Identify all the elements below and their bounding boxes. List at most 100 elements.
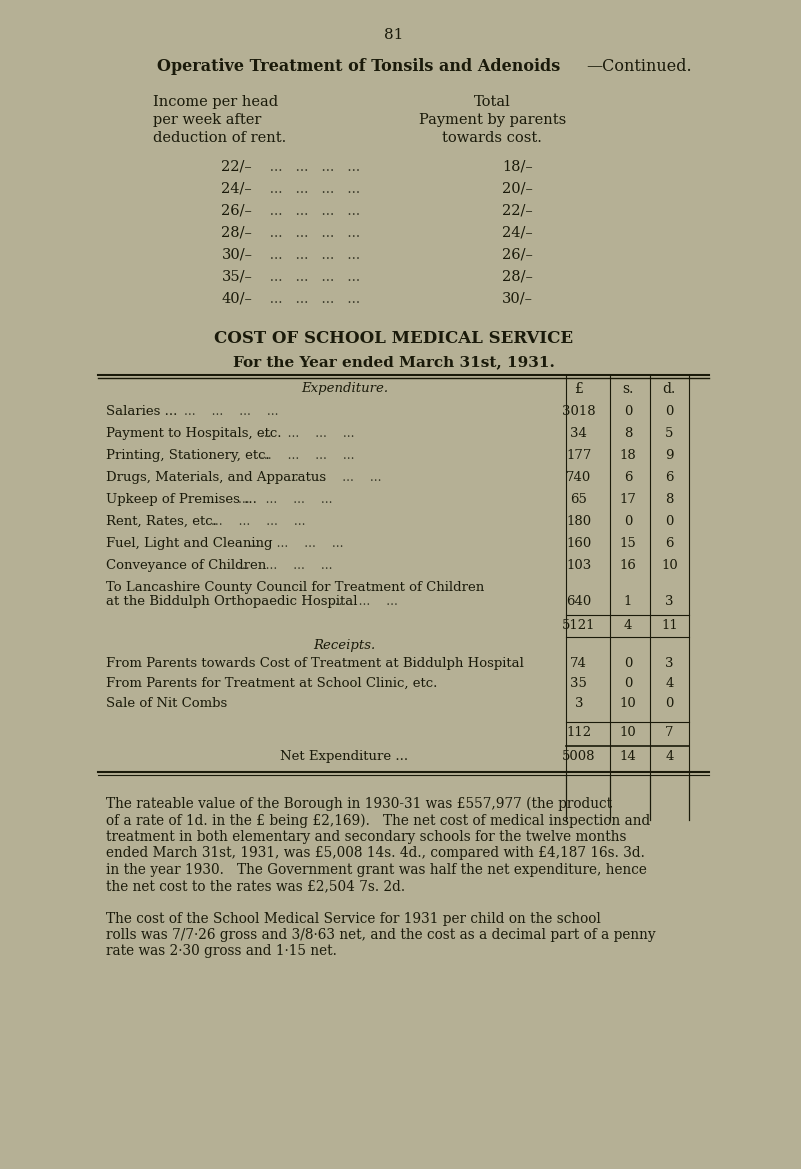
- Text: Receipts.: Receipts.: [313, 639, 376, 652]
- Text: ...    ...    ...    ...: ... ... ... ...: [279, 471, 381, 484]
- Text: 112: 112: [566, 726, 591, 739]
- Text: 40/–: 40/–: [221, 292, 252, 306]
- Text: 4: 4: [665, 677, 674, 690]
- Text: The rateable value of the Borough in 1930-31 was £557,977 (the product
of a rate: The rateable value of the Borough in 193…: [107, 797, 650, 893]
- Text: 0: 0: [624, 677, 632, 690]
- Text: 22/–: 22/–: [221, 160, 252, 174]
- Text: at the Biddulph Orthopaedic Hospital: at the Biddulph Orthopaedic Hospital: [107, 595, 358, 608]
- Text: ...   ...   ...   ...: ... ... ... ...: [261, 248, 360, 262]
- Text: 5: 5: [665, 427, 674, 440]
- Text: 3: 3: [574, 697, 583, 710]
- Text: ...    ...    ...    ...: ... ... ... ...: [252, 449, 355, 462]
- Text: ...   ...   ...   ...: ... ... ... ...: [261, 270, 360, 284]
- Text: s.: s.: [622, 382, 634, 396]
- Text: ...   ...   ...   ...: ... ... ... ...: [261, 226, 360, 240]
- Text: deduction of rent.: deduction of rent.: [152, 131, 286, 145]
- Text: 9: 9: [665, 449, 674, 462]
- Text: 1: 1: [624, 595, 632, 608]
- Text: ...   ...   ...   ...: ... ... ... ...: [261, 292, 360, 306]
- Text: 740: 740: [566, 471, 591, 484]
- Text: 18: 18: [620, 449, 636, 462]
- Text: Operative Treatment of Tonsils and Adenoids: Operative Treatment of Tonsils and Adeno…: [158, 58, 561, 75]
- Text: 0: 0: [624, 516, 632, 528]
- Text: ...    ...    ...    ...: ... ... ... ...: [231, 559, 333, 572]
- Text: 6: 6: [665, 537, 674, 549]
- Text: 640: 640: [566, 595, 591, 608]
- Text: Income per head: Income per head: [152, 95, 278, 109]
- Text: 35/–: 35/–: [221, 270, 252, 284]
- Text: 6: 6: [624, 471, 632, 484]
- Text: 14: 14: [620, 750, 636, 763]
- Text: 28/–: 28/–: [221, 226, 252, 240]
- Text: ...    ...    ...    ...: ... ... ... ...: [231, 493, 333, 506]
- Text: ...   ...   ...   ...: ... ... ... ...: [261, 182, 360, 196]
- Text: 74: 74: [570, 657, 587, 670]
- Text: 0: 0: [665, 697, 674, 710]
- Text: 26/–: 26/–: [221, 205, 252, 217]
- Text: Payment by parents: Payment by parents: [419, 113, 566, 127]
- Text: towards cost.: towards cost.: [442, 131, 542, 145]
- Text: 18/–: 18/–: [502, 160, 533, 174]
- Text: 35: 35: [570, 677, 587, 690]
- Text: 81: 81: [384, 28, 404, 42]
- Text: 8: 8: [624, 427, 632, 440]
- Text: 8: 8: [665, 493, 674, 506]
- Text: 30/–: 30/–: [502, 292, 533, 306]
- Text: From Parents towards Cost of Treatment at Biddulph Hospital: From Parents towards Cost of Treatment a…: [107, 657, 524, 670]
- Text: 0: 0: [624, 657, 632, 670]
- Text: 30/–: 30/–: [221, 248, 252, 262]
- Text: ...   ...   ...   ...: ... ... ... ...: [261, 160, 360, 174]
- Text: £: £: [574, 382, 583, 396]
- Text: 3: 3: [665, 657, 674, 670]
- Text: Sale of Nit Combs: Sale of Nit Combs: [107, 697, 227, 710]
- Text: ...    ...    ...    ...: ... ... ... ...: [203, 516, 306, 528]
- Text: 20/–: 20/–: [502, 182, 533, 196]
- Text: 28/–: 28/–: [502, 270, 533, 284]
- Text: 11: 11: [661, 620, 678, 632]
- Text: Fuel, Light and Cleaning: Fuel, Light and Cleaning: [107, 537, 273, 549]
- Text: Printing, Stationery, etc.: Printing, Stationery, etc.: [107, 449, 270, 462]
- Text: To Lancashire County Council for Treatment of Children: To Lancashire County Council for Treatme…: [107, 581, 485, 594]
- Text: 16: 16: [619, 559, 637, 572]
- Text: 24/–: 24/–: [221, 182, 252, 196]
- Text: 180: 180: [566, 516, 591, 528]
- Text: ...    ...    ...    ...: ... ... ... ...: [176, 404, 279, 419]
- Text: 24/–: 24/–: [502, 226, 533, 240]
- Text: 0: 0: [665, 516, 674, 528]
- Text: 26/–: 26/–: [502, 248, 533, 262]
- Text: 15: 15: [620, 537, 636, 549]
- Text: d.: d.: [662, 382, 676, 396]
- Text: 10: 10: [620, 697, 636, 710]
- Text: 3018: 3018: [562, 404, 596, 419]
- Text: 65: 65: [570, 493, 587, 506]
- Text: 10: 10: [661, 559, 678, 572]
- Text: COST OF SCHOOL MEDICAL SERVICE: COST OF SCHOOL MEDICAL SERVICE: [214, 330, 574, 347]
- Text: Total: Total: [473, 95, 510, 109]
- Text: 17: 17: [619, 493, 637, 506]
- Text: 4: 4: [624, 620, 632, 632]
- Text: Payment to Hospitals, etc.: Payment to Hospitals, etc.: [107, 427, 282, 440]
- Text: ...    ...    ...: ... ... ...: [323, 595, 398, 608]
- Text: 10: 10: [620, 726, 636, 739]
- Text: 160: 160: [566, 537, 591, 549]
- Text: 7: 7: [665, 726, 674, 739]
- Text: The cost of the School Medical Service for 1931 per child on the school
rolls wa: The cost of the School Medical Service f…: [107, 912, 656, 959]
- Text: 22/–: 22/–: [502, 205, 533, 217]
- Text: 5008: 5008: [562, 750, 595, 763]
- Text: 0: 0: [665, 404, 674, 419]
- Text: 6: 6: [665, 471, 674, 484]
- Text: 0: 0: [624, 404, 632, 419]
- Text: per week after: per week after: [152, 113, 261, 127]
- Text: ...   ...   ...   ...: ... ... ... ...: [261, 205, 360, 217]
- Text: 34: 34: [570, 427, 587, 440]
- Text: Expenditure.: Expenditure.: [301, 382, 388, 395]
- Text: For the Year ended March 31st, 1931.: For the Year ended March 31st, 1931.: [233, 355, 554, 369]
- Text: Conveyance of Children: Conveyance of Children: [107, 559, 267, 572]
- Text: 177: 177: [566, 449, 591, 462]
- Text: Drugs, Materials, and Apparatus: Drugs, Materials, and Apparatus: [107, 471, 327, 484]
- Text: 103: 103: [566, 559, 591, 572]
- Text: ...    ...    ...    ...: ... ... ... ...: [252, 427, 355, 440]
- Text: ...    ...    ...    ...: ... ... ... ...: [241, 537, 344, 549]
- Text: —Continued.: —Continued.: [586, 58, 692, 75]
- Text: Rent, Rates, etc.: Rent, Rates, etc.: [107, 516, 217, 528]
